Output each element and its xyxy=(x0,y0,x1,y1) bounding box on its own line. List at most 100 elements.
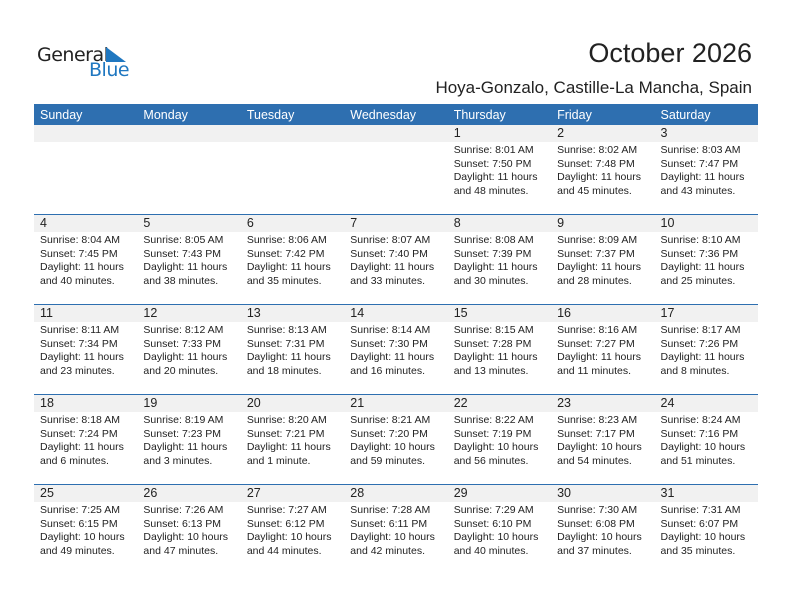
sunset-text: Sunset: 7:45 PM xyxy=(40,247,118,260)
daylight-minutes-text: and 11 minutes. xyxy=(557,364,632,377)
day-number: 8 xyxy=(447,215,552,232)
sunset-text: Sunset: 7:47 PM xyxy=(660,157,739,170)
day-info: Sunrise: 8:13 AM Sunset: 7:31 PM Daylight:… xyxy=(241,322,344,378)
day-info: Sunrise: 8:04 AM Sunset: 7:45 PM Daylight:… xyxy=(34,232,137,288)
sunset-text: Sunset: 6:12 PM xyxy=(246,517,325,530)
day-cell: 23 Sunrise: 8:23 AM Sunset: 7:17 PM Dayligh… xyxy=(551,395,655,484)
day-info: Sunrise: 8:20 AM Sunset: 7:21 PM Daylight:… xyxy=(241,412,344,468)
weekday-friday: Friday xyxy=(557,108,592,122)
daylight-text: Daylight: 11 hours xyxy=(350,351,435,363)
day-number: 7 xyxy=(344,215,448,232)
calendar-grid: Sunday Monday Tuesday Wednesday Thursday Frid… xyxy=(34,104,758,574)
sunrise-text: Sunrise: 8:08 AM xyxy=(453,234,534,246)
day-number: 24 xyxy=(654,395,758,412)
sunrise-text: Sunrise: 8:12 AM xyxy=(143,324,224,336)
weekday-monday: Monday xyxy=(143,108,188,122)
day-cell: 24 Sunrise: 8:24 AM Sunset: 7:16 PM Dayligh… xyxy=(654,395,758,484)
day-info: Sunrise: 8:11 AM Sunset: 7:34 PM Daylight:… xyxy=(34,322,137,378)
day-number: 12 xyxy=(137,305,241,322)
day-info: Sunrise: 8:07 AM Sunset: 7:40 PM Daylight:… xyxy=(344,232,447,288)
day-info: Sunrise: 8:15 AM Sunset: 7:28 PM Daylight:… xyxy=(448,322,551,378)
day-cell: 6 Sunrise: 8:06 AM Sunset: 7:42 PM Daylight… xyxy=(240,215,345,304)
sunrise-text: Sunrise: 8:18 AM xyxy=(40,414,120,426)
day-cell: 11 Sunrise: 8:11 AM Sunset: 7:34 PM Dayligh… xyxy=(34,305,138,394)
day-cell: 18 Sunrise: 8:18 AM Sunset: 7:24 PM Dayligh… xyxy=(34,395,138,484)
daylight-text: Daylight: 10 hours xyxy=(350,531,435,543)
daylight-text: Daylight: 11 hours xyxy=(40,351,124,363)
day-info: Sunrise: 8:16 AM Sunset: 7:27 PM Daylight:… xyxy=(551,322,654,378)
daylight-minutes-text: and 44 minutes. xyxy=(246,544,322,557)
sunset-text: Sunset: 6:08 PM xyxy=(557,517,635,530)
sunrise-text: Sunrise: 8:19 AM xyxy=(143,414,224,426)
daylight-minutes-text: and 8 minutes. xyxy=(660,364,730,377)
day-cell: 13 Sunrise: 8:13 AM Sunset: 7:31 PM Dayligh… xyxy=(240,305,345,394)
sunset-text: Sunset: 7:19 PM xyxy=(453,427,532,440)
day-number xyxy=(34,125,138,142)
weekday-wednesday: Wednesday xyxy=(350,108,417,122)
sunrise-text: Sunrise: 8:20 AM xyxy=(246,414,327,426)
daylight-text: Daylight: 11 hours xyxy=(660,351,745,363)
sunset-text: Sunset: 6:07 PM xyxy=(660,517,739,530)
day-info: Sunrise: 8:10 AM Sunset: 7:36 PM Daylight:… xyxy=(655,232,758,288)
sunrise-text: Sunrise: 7:25 AM xyxy=(40,504,120,516)
daylight-text: Daylight: 11 hours xyxy=(143,261,228,273)
day-cell: 3 Sunrise: 8:03 AM Sunset: 7:47 PM Daylight… xyxy=(654,125,758,214)
location-subtitle: Hoya-Gonzalo, Castille-La Mancha, Spain xyxy=(435,78,752,97)
day-cell: 4 Sunrise: 8:04 AM Sunset: 7:45 PM Daylight… xyxy=(34,215,138,304)
sunset-text: Sunset: 7:20 PM xyxy=(350,427,428,440)
day-number: 23 xyxy=(551,395,655,412)
day-number: 13 xyxy=(240,305,345,322)
day-info: Sunrise: 8:12 AM Sunset: 7:33 PM Daylight:… xyxy=(137,322,240,378)
sunrise-text: Sunrise: 8:16 AM xyxy=(557,324,638,336)
day-number: 26 xyxy=(137,485,241,502)
day-number: 10 xyxy=(654,215,758,232)
week-row: 1 Sunrise: 8:01 AM Sunset: 7:50 PM Daylight… xyxy=(34,125,758,214)
day-info: Sunrise: 7:25 AM Sunset: 6:15 PM Daylight:… xyxy=(34,502,137,558)
day-number xyxy=(344,125,448,142)
day-cell: 20 Sunrise: 8:20 AM Sunset: 7:21 PM Dayligh… xyxy=(240,395,345,484)
sunset-text: Sunset: 7:42 PM xyxy=(246,247,325,260)
page-title: October 2026 xyxy=(588,38,752,68)
day-cell: 17 Sunrise: 8:17 AM Sunset: 7:26 PM Dayligh… xyxy=(654,305,758,394)
day-info: Sunrise: 8:23 AM Sunset: 7:17 PM Daylight:… xyxy=(551,412,654,468)
day-number xyxy=(240,125,345,142)
day-info: Sunrise: 8:17 AM Sunset: 7:26 PM Daylight:… xyxy=(655,322,758,378)
sunset-text: Sunset: 7:33 PM xyxy=(143,337,222,350)
daylight-text: Daylight: 10 hours xyxy=(660,441,746,453)
day-info: Sunrise: 8:19 AM Sunset: 7:23 PM Daylight:… xyxy=(137,412,240,468)
day-cell: 7 Sunrise: 8:07 AM Sunset: 7:40 PM Daylight… xyxy=(344,215,448,304)
day-cell: 31 Sunrise: 7:31 AM Sunset: 6:07 PM Dayligh… xyxy=(654,485,758,574)
day-number xyxy=(137,125,241,142)
week-row: 11 Sunrise: 8:11 AM Sunset: 7:34 PM Dayligh… xyxy=(34,304,758,394)
day-info: Sunrise: 8:09 AM Sunset: 7:37 PM Daylight:… xyxy=(551,232,654,288)
day-cell: 21 Sunrise: 8:21 AM Sunset: 7:20 PM Dayligh… xyxy=(344,395,448,484)
day-number: 9 xyxy=(551,215,655,232)
day-cell xyxy=(344,125,448,214)
day-info: Sunrise: 8:02 AM Sunset: 7:48 PM Daylight:… xyxy=(551,142,654,198)
day-info: Sunrise: 7:29 AM Sunset: 6:10 PM Daylight:… xyxy=(448,502,551,558)
sunrise-text: Sunrise: 8:04 AM xyxy=(40,234,120,246)
sunset-text: Sunset: 7:30 PM xyxy=(350,337,428,350)
day-info: Sunrise: 8:24 AM Sunset: 7:16 PM Daylight:… xyxy=(655,412,758,468)
day-info: Sunrise: 8:22 AM Sunset: 7:19 PM Daylight:… xyxy=(448,412,551,468)
day-cell: 22 Sunrise: 8:22 AM Sunset: 7:19 PM Dayligh… xyxy=(447,395,552,484)
day-number: 30 xyxy=(551,485,655,502)
day-cell: 30 Sunrise: 7:30 AM Sunset: 6:08 PM Dayligh… xyxy=(551,485,655,574)
daylight-text: Daylight: 11 hours xyxy=(246,261,331,273)
sunset-text: Sunset: 6:11 PM xyxy=(350,517,428,530)
day-info: Sunrise: 8:05 AM Sunset: 7:43 PM Daylight:… xyxy=(137,232,240,288)
logo-general-text: General xyxy=(37,44,109,66)
sunset-text: Sunset: 7:39 PM xyxy=(453,247,532,260)
sunrise-text: Sunrise: 8:02 AM xyxy=(557,144,638,156)
day-info: Sunrise: 8:01 AM Sunset: 7:50 PM Daylight:… xyxy=(448,142,551,198)
daylight-text: Daylight: 11 hours xyxy=(40,441,124,453)
sunset-text: Sunset: 6:15 PM xyxy=(40,517,118,530)
day-number: 22 xyxy=(447,395,552,412)
sunset-text: Sunset: 7:48 PM xyxy=(557,157,635,170)
day-cell: 5 Sunrise: 8:05 AM Sunset: 7:43 PM Daylight… xyxy=(137,215,241,304)
daylight-text: Daylight: 10 hours xyxy=(246,531,332,543)
sunset-text: Sunset: 7:36 PM xyxy=(660,247,739,260)
day-info: Sunrise: 8:03 AM Sunset: 7:47 PM Daylight:… xyxy=(655,142,758,198)
daylight-text: Daylight: 11 hours xyxy=(660,261,745,273)
sunset-text: Sunset: 7:37 PM xyxy=(557,247,635,260)
